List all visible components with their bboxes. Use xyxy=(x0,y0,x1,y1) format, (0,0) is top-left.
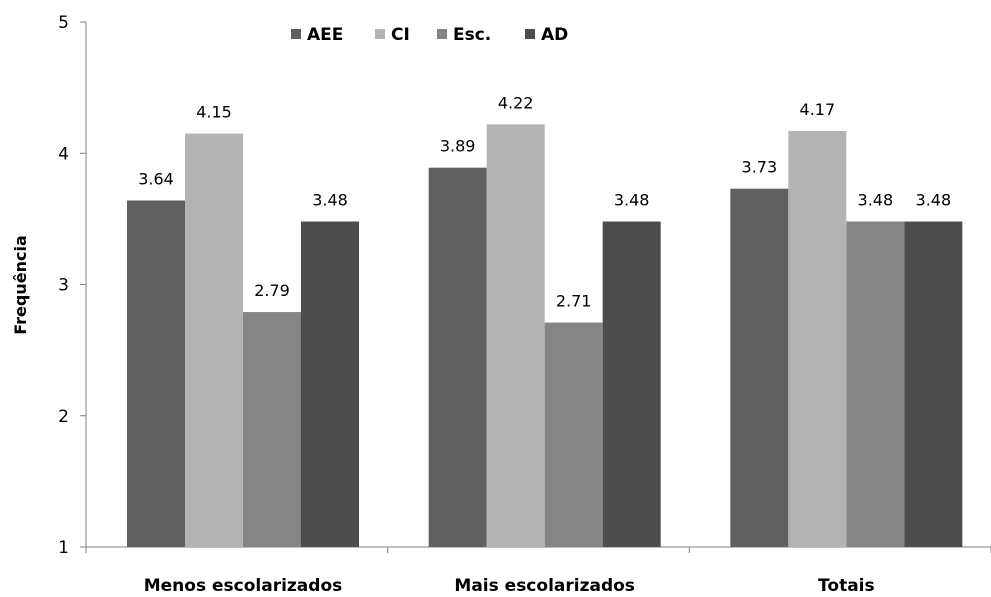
bar-aee-3 xyxy=(730,188,789,547)
y-tick-label: 3 xyxy=(58,276,69,296)
bar-ci-2 xyxy=(486,124,545,547)
data-label: 3.89 xyxy=(440,137,476,156)
chart-data-labels: 3.64 3.89 3.73 4.15 4.22 4.17 2.79 2.71 3.48 3.48… xyxy=(138,93,951,310)
x-category-label: Totais xyxy=(818,576,875,596)
chart-axes: 1 2 3 4 5 Menos escolarizados Mais escolarizad… xyxy=(58,13,991,596)
y-tick-label: 4 xyxy=(58,144,69,164)
y-tick-label: 1 xyxy=(58,538,69,558)
legend-swatch xyxy=(291,29,301,39)
bar-ad-2 xyxy=(602,221,661,547)
data-label: 3.48 xyxy=(858,191,894,210)
y-tick-label: 2 xyxy=(58,407,69,427)
legend-label: Esc. xyxy=(453,25,491,45)
bar-esc-1 xyxy=(243,312,301,547)
legend-label: CI xyxy=(391,25,410,45)
x-category-label: Mais escolarizados xyxy=(454,576,635,596)
legend-label: AD xyxy=(541,25,568,45)
y-axis-label: Frequência xyxy=(11,235,30,335)
data-label: 3.64 xyxy=(138,170,174,189)
y-tick-label: 5 xyxy=(58,13,69,33)
data-label: 4.15 xyxy=(196,103,232,122)
bar-aee-2 xyxy=(428,167,487,547)
data-label: 3.48 xyxy=(916,191,952,210)
data-label: 3.73 xyxy=(742,158,778,177)
bar-aee-1 xyxy=(127,200,185,547)
data-label: 3.48 xyxy=(614,191,650,210)
legend-swatch xyxy=(525,29,535,39)
legend-label: AEE xyxy=(307,25,343,45)
bar-ad-1 xyxy=(301,221,359,547)
x-category-label: Menos escolarizados xyxy=(144,576,343,596)
bar-esc-3 xyxy=(846,221,905,547)
bar-esc-2 xyxy=(544,322,603,547)
bar-ci-1 xyxy=(185,133,243,547)
bar-ad-3 xyxy=(904,221,963,547)
data-label: 4.17 xyxy=(800,100,836,119)
data-label: 2.71 xyxy=(556,292,592,311)
data-label: 4.22 xyxy=(498,93,534,112)
data-label: 3.48 xyxy=(312,191,348,210)
chart-bars xyxy=(127,124,963,547)
legend-swatch xyxy=(437,29,447,39)
chart-legend: AEE CI Esc. AD xyxy=(291,25,568,45)
bar-ci-3 xyxy=(788,130,847,547)
data-label: 2.79 xyxy=(254,281,290,300)
legend-swatch xyxy=(375,29,385,39)
